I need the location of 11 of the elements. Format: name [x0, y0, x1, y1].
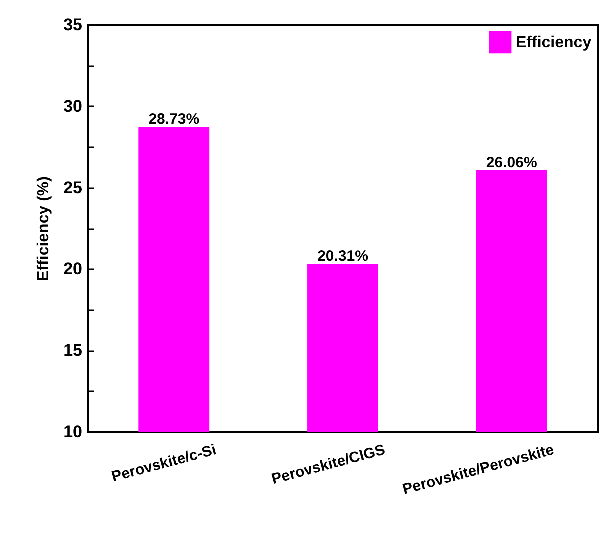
data-label: 20.31% — [318, 248, 368, 266]
y-tick-label: 25 — [64, 178, 82, 198]
y-axis-title: Efficiency (%) — [36, 176, 53, 282]
data-label: 26.06% — [486, 154, 538, 172]
y-tick-label: 30 — [64, 96, 82, 116]
legend-label: Efficiency — [516, 34, 592, 52]
y-tick-label: 35 — [64, 16, 82, 34]
data-label: 28.73% — [148, 111, 200, 128]
y-tick-label: 15 — [64, 341, 82, 360]
y-tick-label: 20 — [64, 260, 82, 279]
y-tick-label: 10 — [64, 422, 82, 442]
